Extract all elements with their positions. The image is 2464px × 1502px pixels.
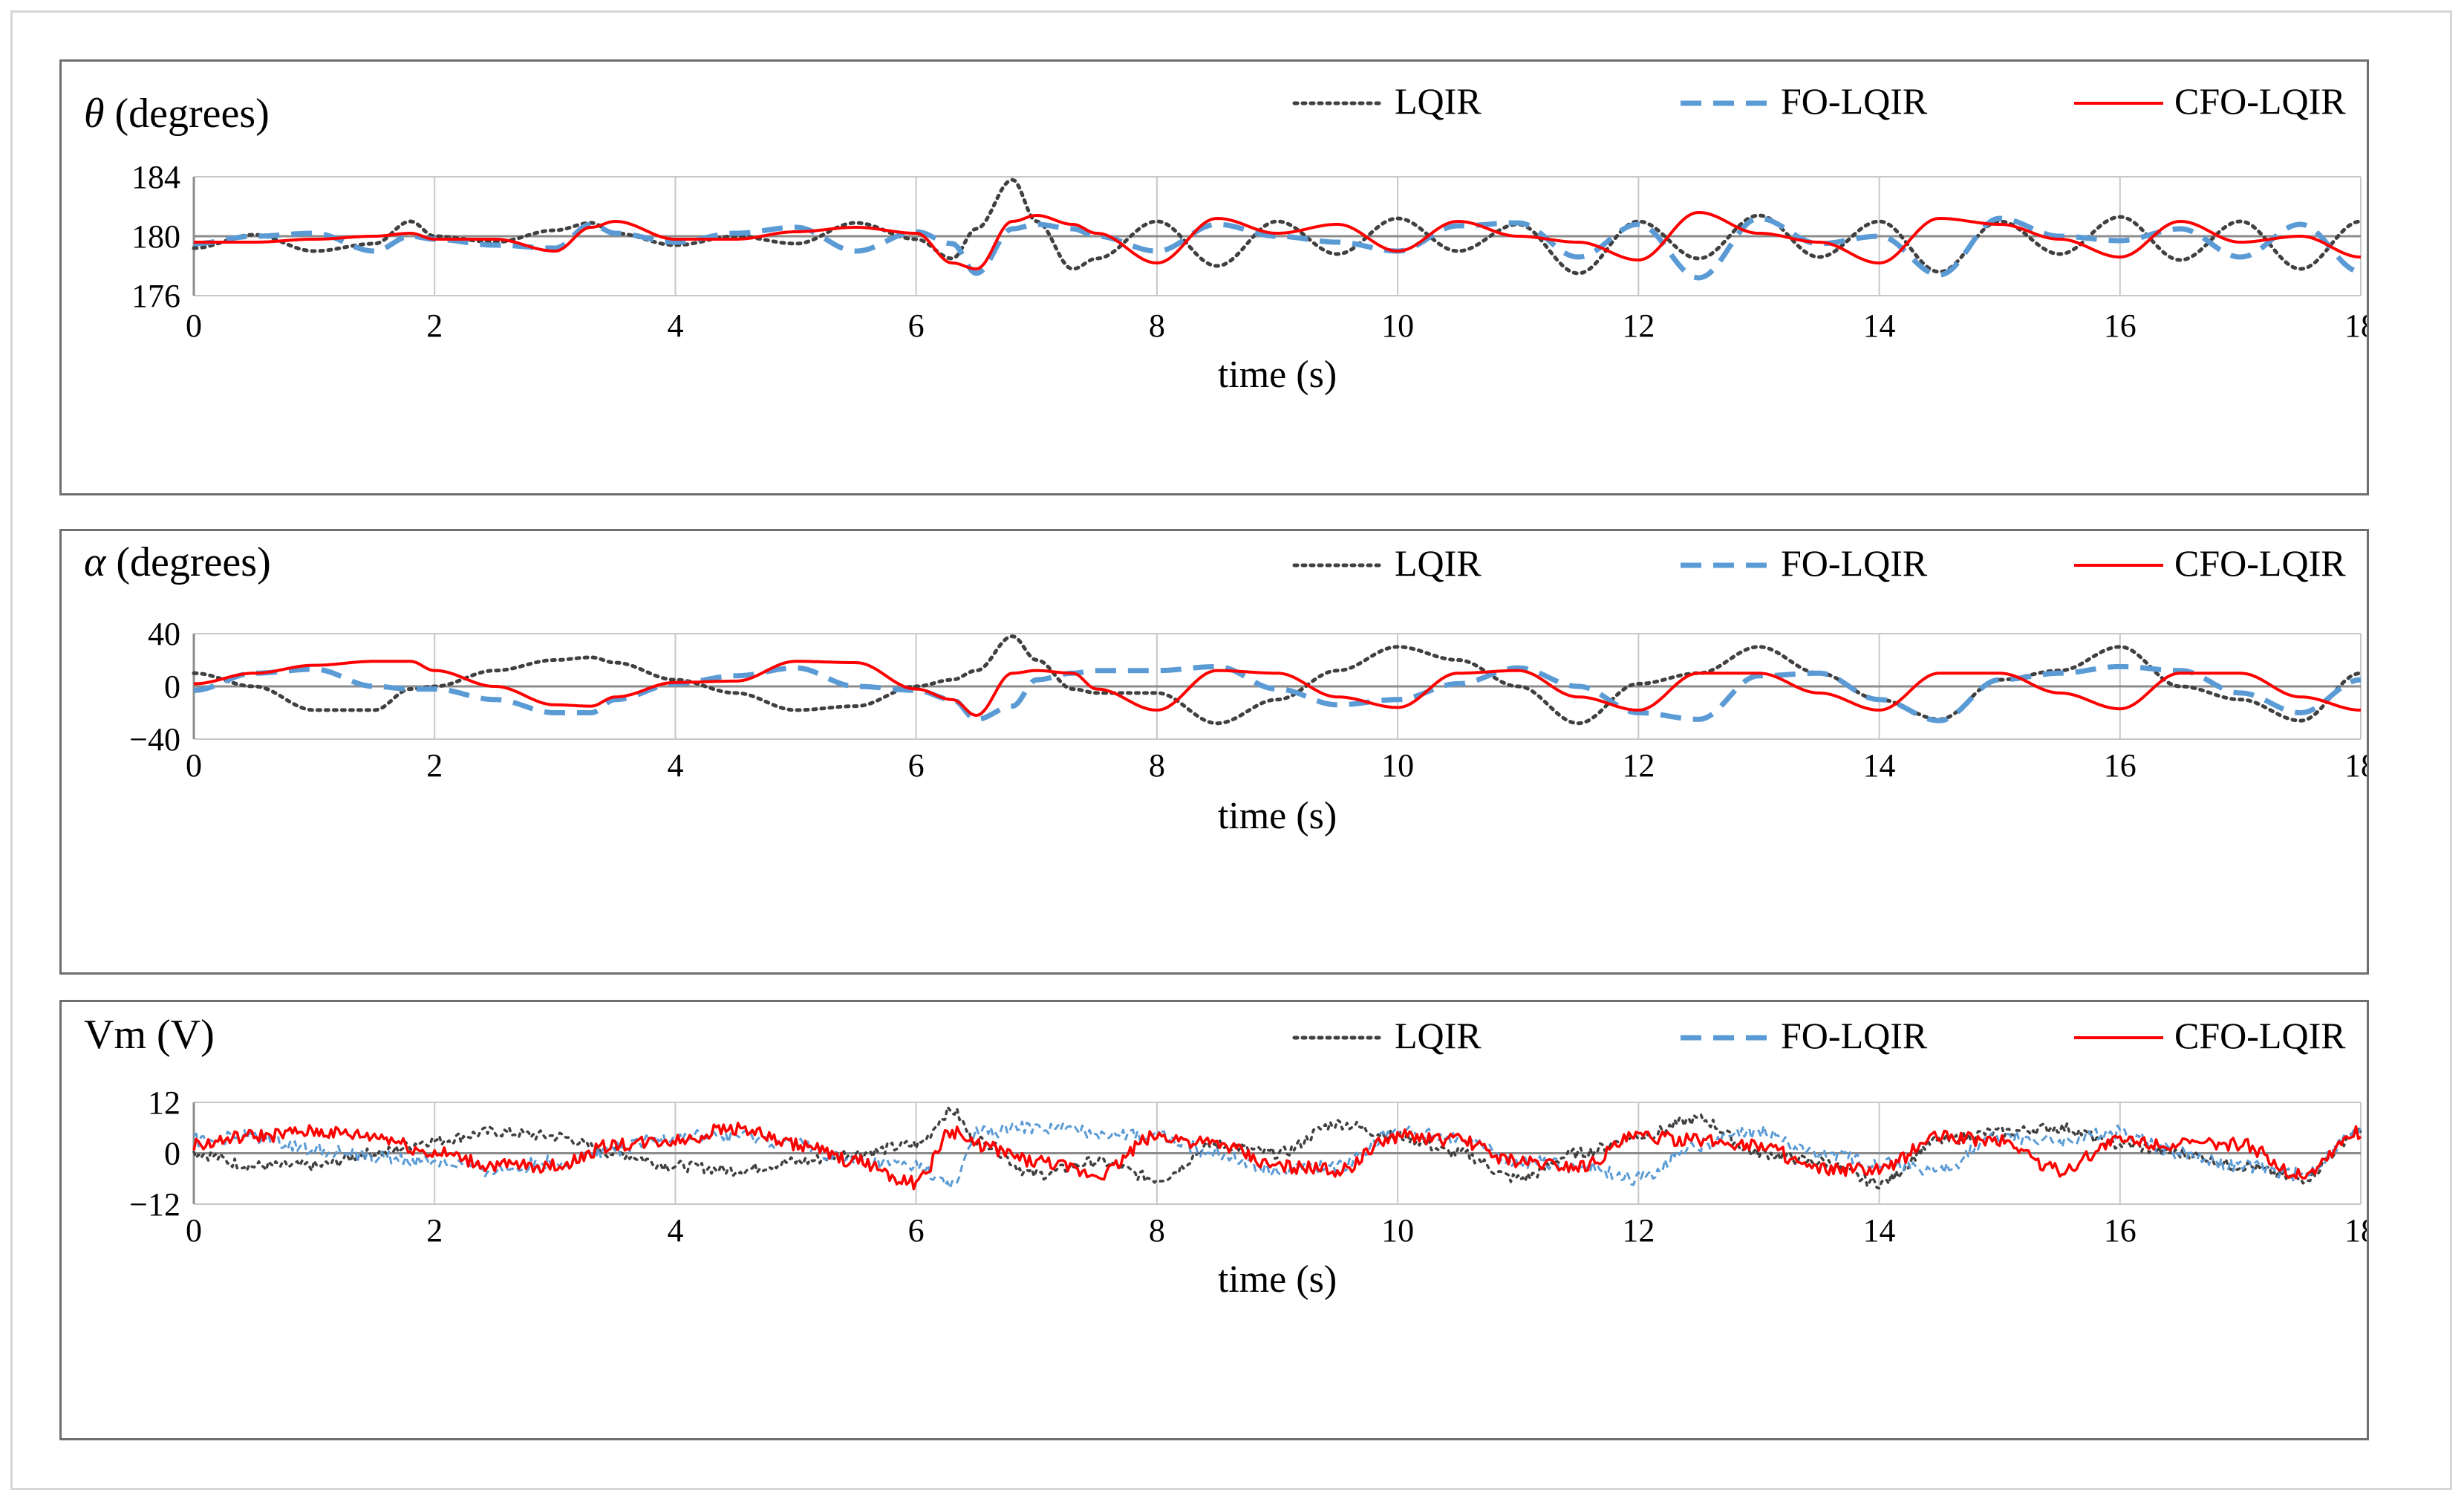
x-tick-label: 0 bbox=[186, 747, 202, 784]
y-tick-label: 0 bbox=[164, 669, 180, 705]
x-tick-label: 6 bbox=[908, 308, 925, 344]
series-line-fo-lqir bbox=[193, 663, 2362, 724]
x-tick-label: 10 bbox=[1381, 1212, 1414, 1249]
x-tick-label: 16 bbox=[2104, 1212, 2137, 1249]
x-axis-label: time (s) bbox=[1218, 354, 1337, 396]
legend-label-fo-lqir: FO-LQIR bbox=[1781, 1015, 1928, 1056]
legend-label-cfo-lqir: CFO-LQIR bbox=[2174, 542, 2346, 584]
x-tick-label: 2 bbox=[426, 747, 443, 784]
x-tick-label: 2 bbox=[426, 1212, 443, 1249]
y-axis-label: θ (degrees) bbox=[84, 91, 270, 137]
x-tick-label: 8 bbox=[1149, 308, 1165, 344]
x-tick-label: 18 bbox=[2344, 747, 2367, 784]
y-tick-label: 0 bbox=[164, 1136, 180, 1172]
x-tick-label: 6 bbox=[908, 1212, 925, 1249]
x-tick-label: 14 bbox=[1863, 1212, 1896, 1249]
x-tick-label: 8 bbox=[1149, 1212, 1165, 1249]
x-tick-label: 18 bbox=[2344, 1212, 2367, 1249]
x-tick-label: 14 bbox=[1863, 747, 1896, 784]
x-tick-label: 14 bbox=[1863, 308, 1896, 344]
series-line-lqir bbox=[192, 1105, 2362, 1190]
x-tick-label: 4 bbox=[667, 308, 683, 344]
y-axis-unit: (degrees) bbox=[105, 539, 270, 585]
x-tick-label: 16 bbox=[2104, 308, 2137, 344]
y-axis-label: Vm (V) bbox=[84, 1012, 215, 1058]
x-tick-label: 0 bbox=[186, 308, 202, 344]
x-tick-label: 12 bbox=[1622, 308, 1655, 344]
x-tick-label: 10 bbox=[1381, 308, 1414, 344]
series-line-lqir bbox=[192, 178, 2363, 276]
x-tick-label: 18 bbox=[2344, 308, 2367, 344]
x-tick-label: 12 bbox=[1622, 1212, 1655, 1249]
alpha-panel: 400−40024681012141618time (s)α (degrees)… bbox=[59, 529, 2369, 975]
y-axis-symbol: θ bbox=[84, 91, 105, 137]
x-tick-label: 12 bbox=[1622, 747, 1655, 784]
y-axis-symbol: α bbox=[84, 539, 107, 585]
y-tick-label: −40 bbox=[129, 721, 180, 758]
vm-chart: 120−12024681012141618time (s)Vm (V)LQIRF… bbox=[84, 1012, 2367, 1301]
x-axis-label: time (s) bbox=[1218, 1258, 1337, 1301]
x-tick-label: 16 bbox=[2104, 747, 2137, 784]
y-tick-label: 180 bbox=[131, 218, 180, 255]
legend-label-fo-lqir: FO-LQIR bbox=[1781, 80, 1928, 122]
y-tick-label: 184 bbox=[131, 159, 180, 195]
alpha-chart: 400−40024681012141618time (s)α (degrees)… bbox=[84, 539, 2367, 837]
x-tick-label: 2 bbox=[426, 308, 443, 344]
x-tick-label: 6 bbox=[908, 747, 925, 784]
series-line-fo-lqir bbox=[193, 215, 2362, 281]
y-tick-label: 12 bbox=[148, 1085, 180, 1121]
x-axis-label: time (s) bbox=[1218, 795, 1337, 837]
x-tick-label: 0 bbox=[186, 1212, 202, 1249]
legend-label-cfo-lqir: CFO-LQIR bbox=[2174, 1015, 2346, 1056]
vm-panel: 120−12024681012141618time (s)Vm (V)LQIRF… bbox=[59, 1000, 2369, 1440]
y-axis-unit: (degrees) bbox=[105, 91, 270, 137]
y-tick-label: −12 bbox=[129, 1186, 180, 1223]
legend-label-cfo-lqir: CFO-LQIR bbox=[2174, 80, 2346, 122]
y-tick-label: 40 bbox=[148, 616, 180, 652]
x-tick-label: 4 bbox=[667, 1212, 683, 1249]
legend-label-lqir: LQIR bbox=[1395, 80, 1482, 122]
series-line-cfo-lqir bbox=[192, 1122, 2362, 1191]
legend-label-fo-lqir: FO-LQIR bbox=[1781, 542, 1928, 584]
legend-label-lqir: LQIR bbox=[1395, 1015, 1482, 1056]
y-tick-label: 176 bbox=[131, 278, 180, 314]
x-tick-label: 8 bbox=[1149, 747, 1165, 784]
series-line-fo-lqir bbox=[193, 1120, 2362, 1190]
series-line-cfo-lqir bbox=[194, 660, 2361, 718]
legend-label-lqir: LQIR bbox=[1395, 542, 1482, 584]
series-line-lqir bbox=[192, 634, 2363, 726]
y-axis-label: α (degrees) bbox=[84, 539, 271, 585]
figure-frame bbox=[10, 10, 2452, 1490]
series-line-cfo-lqir bbox=[194, 211, 2362, 270]
x-tick-label: 10 bbox=[1381, 747, 1414, 784]
x-tick-label: 4 bbox=[667, 747, 683, 784]
